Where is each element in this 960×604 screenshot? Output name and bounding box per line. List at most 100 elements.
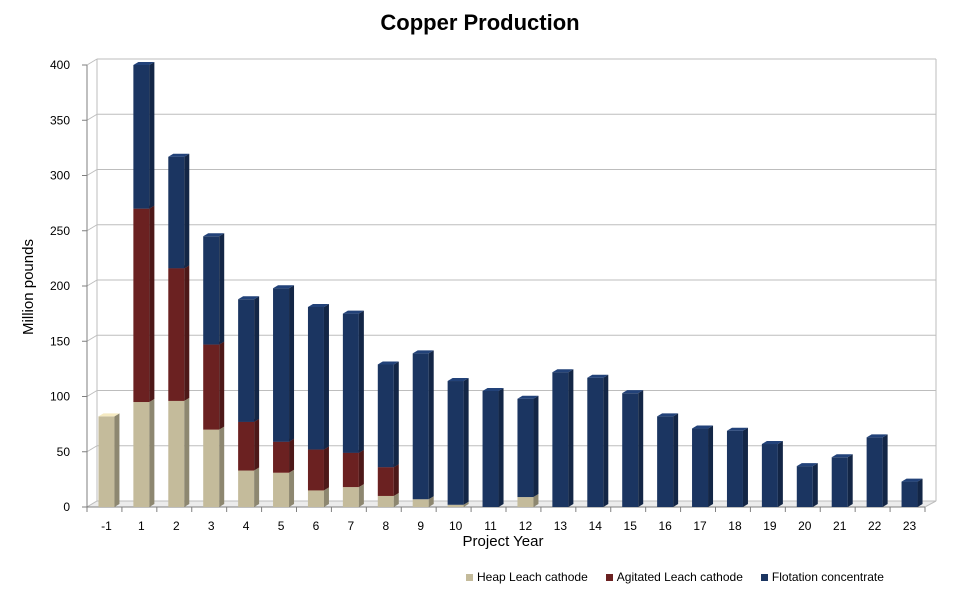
bar-top	[657, 413, 679, 417]
bar-front	[168, 400, 185, 507]
bar-front	[412, 353, 429, 500]
bar-side	[184, 397, 190, 507]
bar-segment	[796, 463, 818, 507]
bar-front	[133, 402, 150, 507]
bar-segment	[622, 390, 644, 507]
bar-segment	[377, 361, 399, 468]
bar-side	[254, 418, 260, 471]
x-tick-label: 5	[278, 519, 285, 533]
x-tick-label: 6	[313, 519, 320, 533]
bar-side	[149, 399, 155, 507]
x-tick-label: 11	[484, 519, 497, 533]
bar-segment	[901, 478, 923, 507]
bar-segment	[238, 467, 260, 507]
bar-front	[203, 429, 220, 507]
bar-front	[98, 416, 115, 507]
bar-side	[533, 395, 539, 498]
bar-front	[447, 381, 464, 505]
bar-front	[168, 268, 185, 401]
bar-top	[796, 463, 818, 467]
gridlines	[85, 58, 937, 508]
bar-segment	[273, 469, 295, 507]
bar-top	[203, 233, 225, 237]
bar-front	[587, 377, 604, 507]
y-tick-label: 400	[50, 58, 70, 72]
bar-side	[254, 467, 260, 507]
bar-front	[342, 452, 359, 488]
bar-top	[377, 361, 399, 365]
y-axis-label: Million pounds	[20, 239, 37, 335]
bar-side	[219, 426, 225, 507]
bars	[98, 62, 923, 507]
bar-top	[342, 310, 364, 314]
bar-side	[533, 494, 539, 507]
bar-side	[673, 413, 679, 507]
bar-segment	[657, 413, 679, 507]
bar-front	[447, 504, 464, 507]
bar-top	[98, 413, 120, 417]
bar-side	[847, 454, 853, 507]
bar-segment	[552, 369, 574, 507]
bar-side	[498, 387, 504, 507]
legend-label: Flotation concentrate	[771, 570, 884, 584]
bar-front	[238, 299, 255, 422]
bar-front	[552, 372, 569, 507]
bar-segment	[482, 387, 504, 507]
bar-segment	[168, 265, 190, 401]
x-tick-label: -1	[101, 519, 112, 533]
bar-front	[377, 495, 394, 507]
bar-segment	[203, 426, 225, 507]
bar-top	[133, 62, 155, 65]
bar-top	[307, 303, 329, 307]
bar-top	[866, 434, 888, 438]
x-tick-label: 15	[624, 519, 638, 533]
bar-side	[568, 369, 574, 507]
x-tick-label: 19	[763, 519, 777, 533]
bar-front	[307, 490, 324, 507]
bar-side	[184, 265, 190, 401]
y-tick-label: 100	[50, 390, 70, 404]
chart-title: Copper Production	[380, 10, 580, 35]
bar-segment	[447, 378, 469, 505]
bar-segment	[587, 374, 609, 507]
bar-side	[777, 441, 783, 507]
x-tick-label: 22	[868, 519, 882, 533]
legend-swatch	[760, 573, 768, 581]
bar-segment	[203, 233, 225, 345]
x-tick-label: 3	[208, 519, 215, 533]
bar-side	[114, 413, 120, 507]
bar-side	[917, 478, 923, 507]
bar-front	[238, 470, 255, 507]
bar-front	[203, 344, 220, 430]
axes	[82, 64, 926, 512]
bar-segment	[238, 418, 260, 471]
y-tick-label: 150	[50, 334, 70, 348]
bar-front	[307, 449, 324, 491]
bar-top	[622, 390, 644, 394]
bar-top	[726, 427, 748, 431]
bar-side	[463, 378, 469, 505]
bar-side	[882, 434, 888, 507]
bar-side	[358, 310, 364, 453]
legend-item-flotation: Flotation concentrate	[760, 570, 884, 584]
bar-top	[168, 153, 190, 157]
legend-label: Agitated Leach cathode	[616, 570, 743, 584]
bar-segment	[517, 395, 539, 498]
x-tick-label: 10	[449, 519, 463, 533]
bar-side	[323, 446, 329, 491]
bar-front	[657, 416, 674, 507]
bar-segment	[273, 438, 295, 473]
bar-front	[377, 467, 394, 496]
gridline-diagonal	[86, 224, 98, 232]
bar-segment	[866, 434, 888, 507]
bar-segment	[342, 484, 364, 507]
bar-side	[428, 496, 434, 507]
bar-side	[323, 487, 329, 507]
gridline-diagonal	[86, 334, 98, 342]
x-tick-label: 12	[519, 519, 533, 533]
bar-segment	[168, 397, 190, 507]
bar-side	[812, 463, 818, 507]
gridline-diagonal	[86, 58, 98, 66]
bar-top	[412, 350, 434, 354]
